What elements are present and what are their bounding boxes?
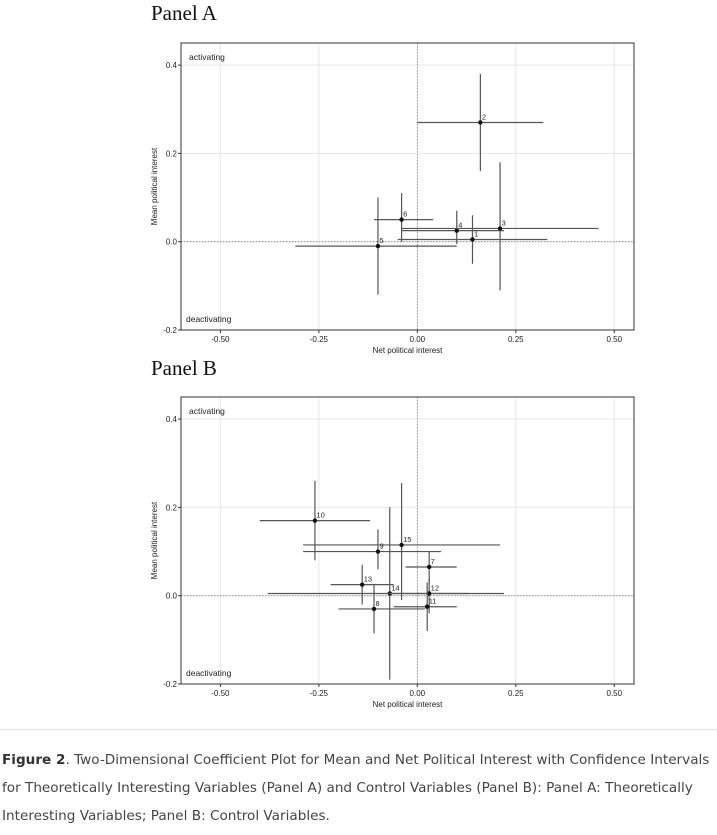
point-label-3: 3	[502, 218, 506, 227]
data-point-1	[470, 237, 475, 242]
data-point-7	[426, 564, 432, 570]
caption-divider	[0, 729, 717, 730]
data-point-2	[478, 120, 483, 125]
x-tick-label: 0.50	[607, 689, 623, 698]
x-tick-label: 0.50	[607, 335, 623, 344]
x-tick-label: -0.50	[211, 689, 230, 698]
data-point-8	[371, 606, 377, 612]
y-axis-title: Mean political interest	[150, 147, 159, 225]
point-label-1: 1	[474, 229, 478, 238]
y-axis-title: Mean political interest	[150, 501, 159, 579]
x-tick-label: 0.25	[508, 689, 524, 698]
x-tick-label: 0.00	[410, 689, 426, 698]
panel-b: Panel B -0.50 -0.25 0.00 0.25 0.50 -0.2 0.0 0.2 0…	[150, 356, 635, 709]
point-label-5: 5	[379, 236, 383, 245]
x-tick-label: -0.25	[310, 689, 329, 698]
figure-caption: Figure 2. Two-Dimensional Coefficient Pl…	[2, 746, 714, 830]
x-tick-label: 0.25	[508, 335, 524, 344]
figure: Panel A-0.50 -0.25 0.00 0.25 0.50-0.20.00.20…	[150, 1, 635, 709]
point-label-7: 7	[431, 557, 435, 566]
caption-figure-label: Figure 2	[2, 752, 66, 768]
plot-frame	[180, 396, 635, 685]
corner-label-activating: activating	[189, 52, 225, 62]
point-label-4: 4	[458, 221, 462, 230]
corner-label-activating: activating	[189, 406, 225, 416]
corner-label-deactivating: deactivating	[186, 668, 232, 678]
panel-a: Panel A -0.50 -0.25 0.00 0.25 0.50 -0.2 0.0 0.2 0…	[150, 1, 635, 355]
x-tick-label: -0.25	[310, 335, 329, 344]
plot-frame	[180, 42, 635, 331]
data-point-5	[375, 243, 381, 249]
panel-title: Panel B	[151, 356, 217, 380]
x-axis-title: Net political interest	[373, 346, 444, 355]
y-tick-label: 0.4	[166, 415, 178, 424]
point-label-13: 13	[364, 575, 372, 584]
point-label-2: 2	[482, 112, 486, 121]
x-tick-label: -0.50	[211, 335, 230, 344]
data-point-4	[454, 228, 459, 233]
y-tick-label: 0.2	[166, 149, 178, 158]
y-tick-label: 0.0	[166, 592, 178, 601]
point-label-12: 12	[431, 583, 439, 592]
point-label-10: 10	[316, 511, 324, 520]
data-point-6	[399, 217, 404, 222]
data-point-12	[426, 591, 432, 596]
data-point-15	[399, 542, 404, 548]
panel-title: Panel A	[151, 1, 218, 25]
point-label-11: 11	[429, 597, 437, 606]
y-tick-label: 0.0	[166, 238, 178, 247]
y-tick-label: -0.2	[163, 326, 177, 335]
data-point-3	[497, 226, 503, 231]
data-point-10	[312, 518, 318, 523]
point-label-6: 6	[403, 210, 407, 219]
x-tick-label: 0.00	[410, 335, 426, 344]
data-point-13	[360, 582, 365, 587]
y-tick-label: -0.2	[163, 680, 177, 689]
corner-label-deactivating: deactivating	[186, 314, 232, 324]
point-label-14: 14	[391, 583, 399, 592]
y-tick-label: 0.2	[166, 503, 178, 512]
point-label-9: 9	[379, 542, 383, 551]
y-tick-label: 0.4	[166, 61, 178, 70]
point-label-15: 15	[403, 535, 411, 544]
x-axis-title: Net political interest	[373, 700, 444, 709]
data-point-9	[375, 549, 381, 554]
caption-text: . Two-Dimensional Coefficient Plot for M…	[2, 752, 710, 824]
point-label-8: 8	[376, 599, 380, 608]
data-point-11	[424, 604, 430, 609]
